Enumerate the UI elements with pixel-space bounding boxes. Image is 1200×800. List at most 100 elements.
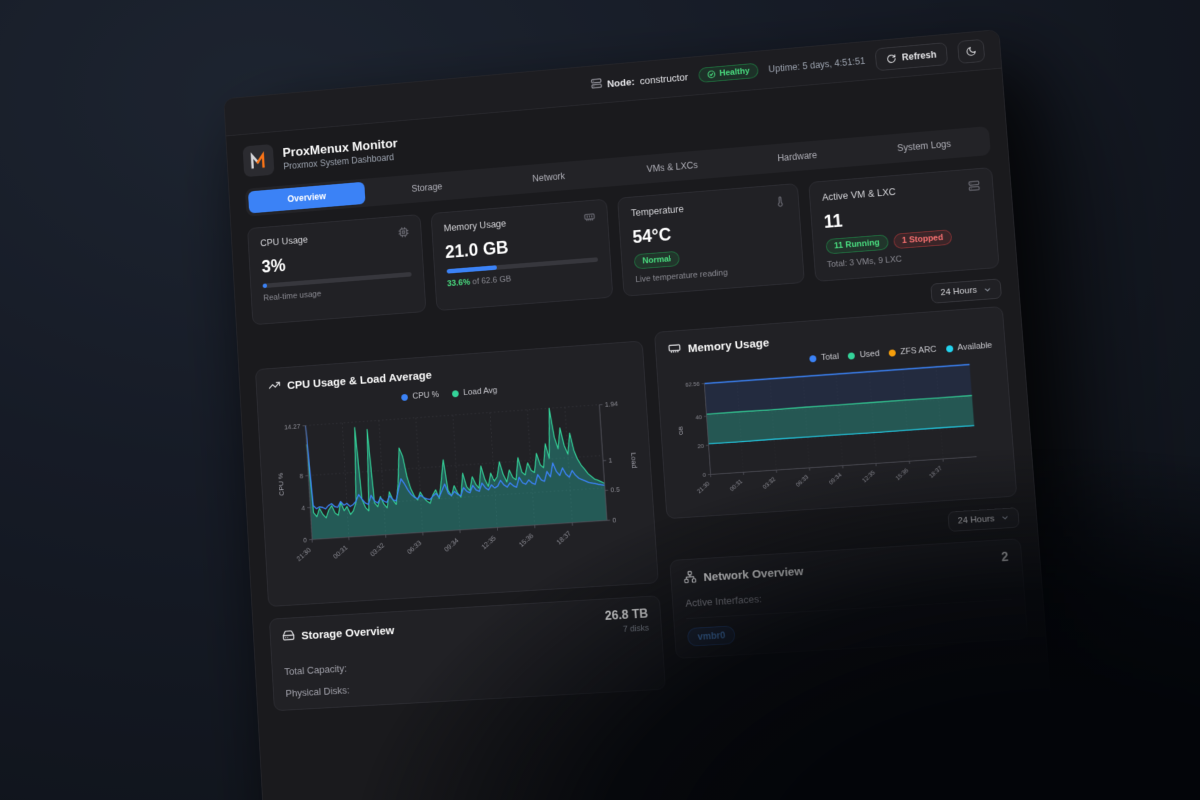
tab-vms-lxcs[interactable]: VMs & LXCs	[646, 159, 699, 175]
svg-text:06:33: 06:33	[795, 474, 810, 488]
svg-text:62.56: 62.56	[685, 382, 700, 389]
memory-usage-card: Memory Usage 21.0 GB 33.6% of 62.6 GB	[430, 198, 614, 312]
thermometer-icon	[774, 195, 786, 209]
cpu-progress-fill	[262, 283, 268, 289]
chevron-down-icon	[1000, 513, 1009, 522]
trending-up-icon	[268, 379, 281, 395]
legend-item: Total	[809, 352, 839, 363]
refresh-button[interactable]: Refresh	[874, 42, 949, 72]
tab-overview[interactable]: Overview	[247, 181, 366, 214]
left-column: CPU Usage & Load Average CPU % Load Avg 0…	[255, 340, 667, 712]
server-stack-icon	[968, 180, 981, 195]
svg-text:15:36: 15:36	[518, 532, 535, 549]
chevron-down-icon	[983, 285, 992, 294]
legend-dot	[809, 354, 817, 363]
svg-text:09:34: 09:34	[828, 472, 843, 486]
svg-text:18:37: 18:37	[929, 465, 944, 479]
node-label: Node:	[606, 75, 635, 90]
svg-text:14.27: 14.27	[284, 423, 301, 431]
vms-running-badge: 11 Running	[825, 234, 889, 255]
temperature-value: 54°C	[631, 224, 672, 247]
svg-text:03:32: 03:32	[369, 542, 386, 559]
svg-text:12:35: 12:35	[862, 470, 877, 484]
legend-item: CPU %	[401, 390, 439, 402]
tab-system-logs[interactable]: System Logs	[896, 138, 952, 154]
cpu-usage-label: CPU Usage	[259, 234, 309, 249]
memory-usage-value: 21.0 GB	[444, 237, 509, 262]
temperature-label: Temperature	[630, 203, 685, 219]
dashboard-window: Node: constructor Healthy Uptime: 5 days…	[223, 29, 1073, 800]
tab-hardware[interactable]: Hardware	[777, 149, 818, 164]
refresh-icon	[886, 53, 897, 64]
network-overview-title: Network Overview	[703, 564, 804, 584]
cpu-usage-card: CPU Usage 3% Real-time usage	[247, 214, 426, 326]
svg-text:03:32: 03:32	[762, 477, 777, 491]
time-range-select[interactable]: 24 Hours	[930, 278, 1002, 304]
network-icon	[683, 570, 697, 587]
health-status-badge: Healthy	[697, 62, 759, 83]
node-indicator: Node: constructor	[590, 70, 688, 92]
interface-badge[interactable]: vmbr0	[687, 625, 736, 647]
svg-text:0: 0	[612, 517, 617, 524]
hard-drive-icon	[282, 629, 295, 645]
storage-disks-value: 7 disks	[622, 623, 650, 635]
temperature-status-badge: Normal	[633, 250, 680, 270]
svg-text:09:34: 09:34	[443, 537, 460, 554]
legend-dot	[888, 348, 897, 357]
app-logo	[242, 143, 275, 178]
legend-item: Used	[847, 349, 880, 360]
svg-text:GB: GB	[679, 426, 686, 435]
legend-dot	[452, 389, 460, 397]
svg-text:12:35: 12:35	[481, 535, 498, 552]
svg-text:CPU %: CPU %	[277, 473, 285, 496]
active-interfaces-count: 2	[1000, 550, 1009, 565]
cpu-load-chart-title: CPU Usage & Load Average	[286, 368, 433, 393]
svg-text:21:30: 21:30	[296, 546, 313, 563]
svg-text:21:30: 21:30	[697, 481, 712, 495]
cpu-chip-icon	[397, 226, 409, 240]
memory-chart: 0 20 40 62.56 21:30 00:31 03:32 06:33 09:34 12:35…	[670, 355, 1003, 507]
theme-toggle-button[interactable]	[957, 38, 986, 64]
tab-storage[interactable]: Storage	[411, 181, 443, 195]
active-vm-lxc-label: Active VM & LXC	[821, 186, 897, 204]
svg-text:1.94: 1.94	[605, 401, 619, 409]
memory-progress-fill	[446, 265, 498, 274]
network-overview-card: Network Overview 2 Active Interfaces: vm…	[669, 538, 1029, 659]
tab-network[interactable]: Network	[532, 170, 566, 184]
legend-item: Available	[945, 341, 993, 354]
storage-overview-card: Storage Overview 26.8 TB 7 disks Total C…	[268, 595, 667, 712]
server-icon	[590, 77, 602, 91]
active-vm-lxc-card: Active VM & LXC 11 11 Running 1 Stopped …	[807, 167, 1000, 282]
svg-text:0.5: 0.5	[610, 487, 620, 495]
memory-stick-icon	[584, 211, 596, 225]
memory-chart-title: Memory Usage	[687, 336, 770, 356]
cpu-load-chart-card: CPU Usage & Load Average CPU % Load Avg 0…	[255, 340, 659, 607]
legend-dot	[945, 344, 954, 353]
svg-text:00:31: 00:31	[332, 544, 349, 561]
main-grid: CPU Usage & Load Average CPU % Load Avg 0…	[237, 266, 1050, 731]
memory-chart-icon	[668, 341, 682, 358]
uptime-text: Uptime: 5 days, 4:51:51	[768, 55, 866, 75]
svg-text:18:37: 18:37	[556, 530, 574, 547]
active-vm-lxc-value: 11	[823, 210, 844, 232]
right-column: 24 Hours Memory Usage Total Used ZFS ARC	[652, 278, 1029, 659]
svg-text:0: 0	[303, 537, 307, 544]
storage-overview-title: Storage Overview	[300, 624, 395, 643]
temperature-card: Temperature 54°C Normal Live temperature…	[617, 183, 805, 297]
time-range-select-secondary[interactable]: 24 Hours	[947, 507, 1020, 532]
cpu-usage-value: 3%	[261, 255, 287, 277]
check-circle-icon	[706, 70, 716, 80]
svg-text:06:33: 06:33	[406, 539, 423, 556]
legend-dot	[847, 351, 856, 360]
svg-text:8: 8	[299, 473, 303, 480]
node-name: constructor	[639, 70, 689, 87]
cpu-load-chart: 0 4 8 14.27 0 0.5 1 1.94 21:30 00:31 03:32 06:33 09:…	[270, 390, 645, 595]
svg-text:Load: Load	[629, 452, 637, 468]
svg-text:1: 1	[608, 457, 613, 464]
storage-total-value: 26.8 TB	[604, 607, 649, 623]
svg-text:0: 0	[703, 473, 707, 479]
svg-text:15:36: 15:36	[895, 468, 910, 482]
svg-text:4: 4	[301, 505, 305, 512]
memory-usage-label: Memory Usage	[443, 218, 507, 234]
